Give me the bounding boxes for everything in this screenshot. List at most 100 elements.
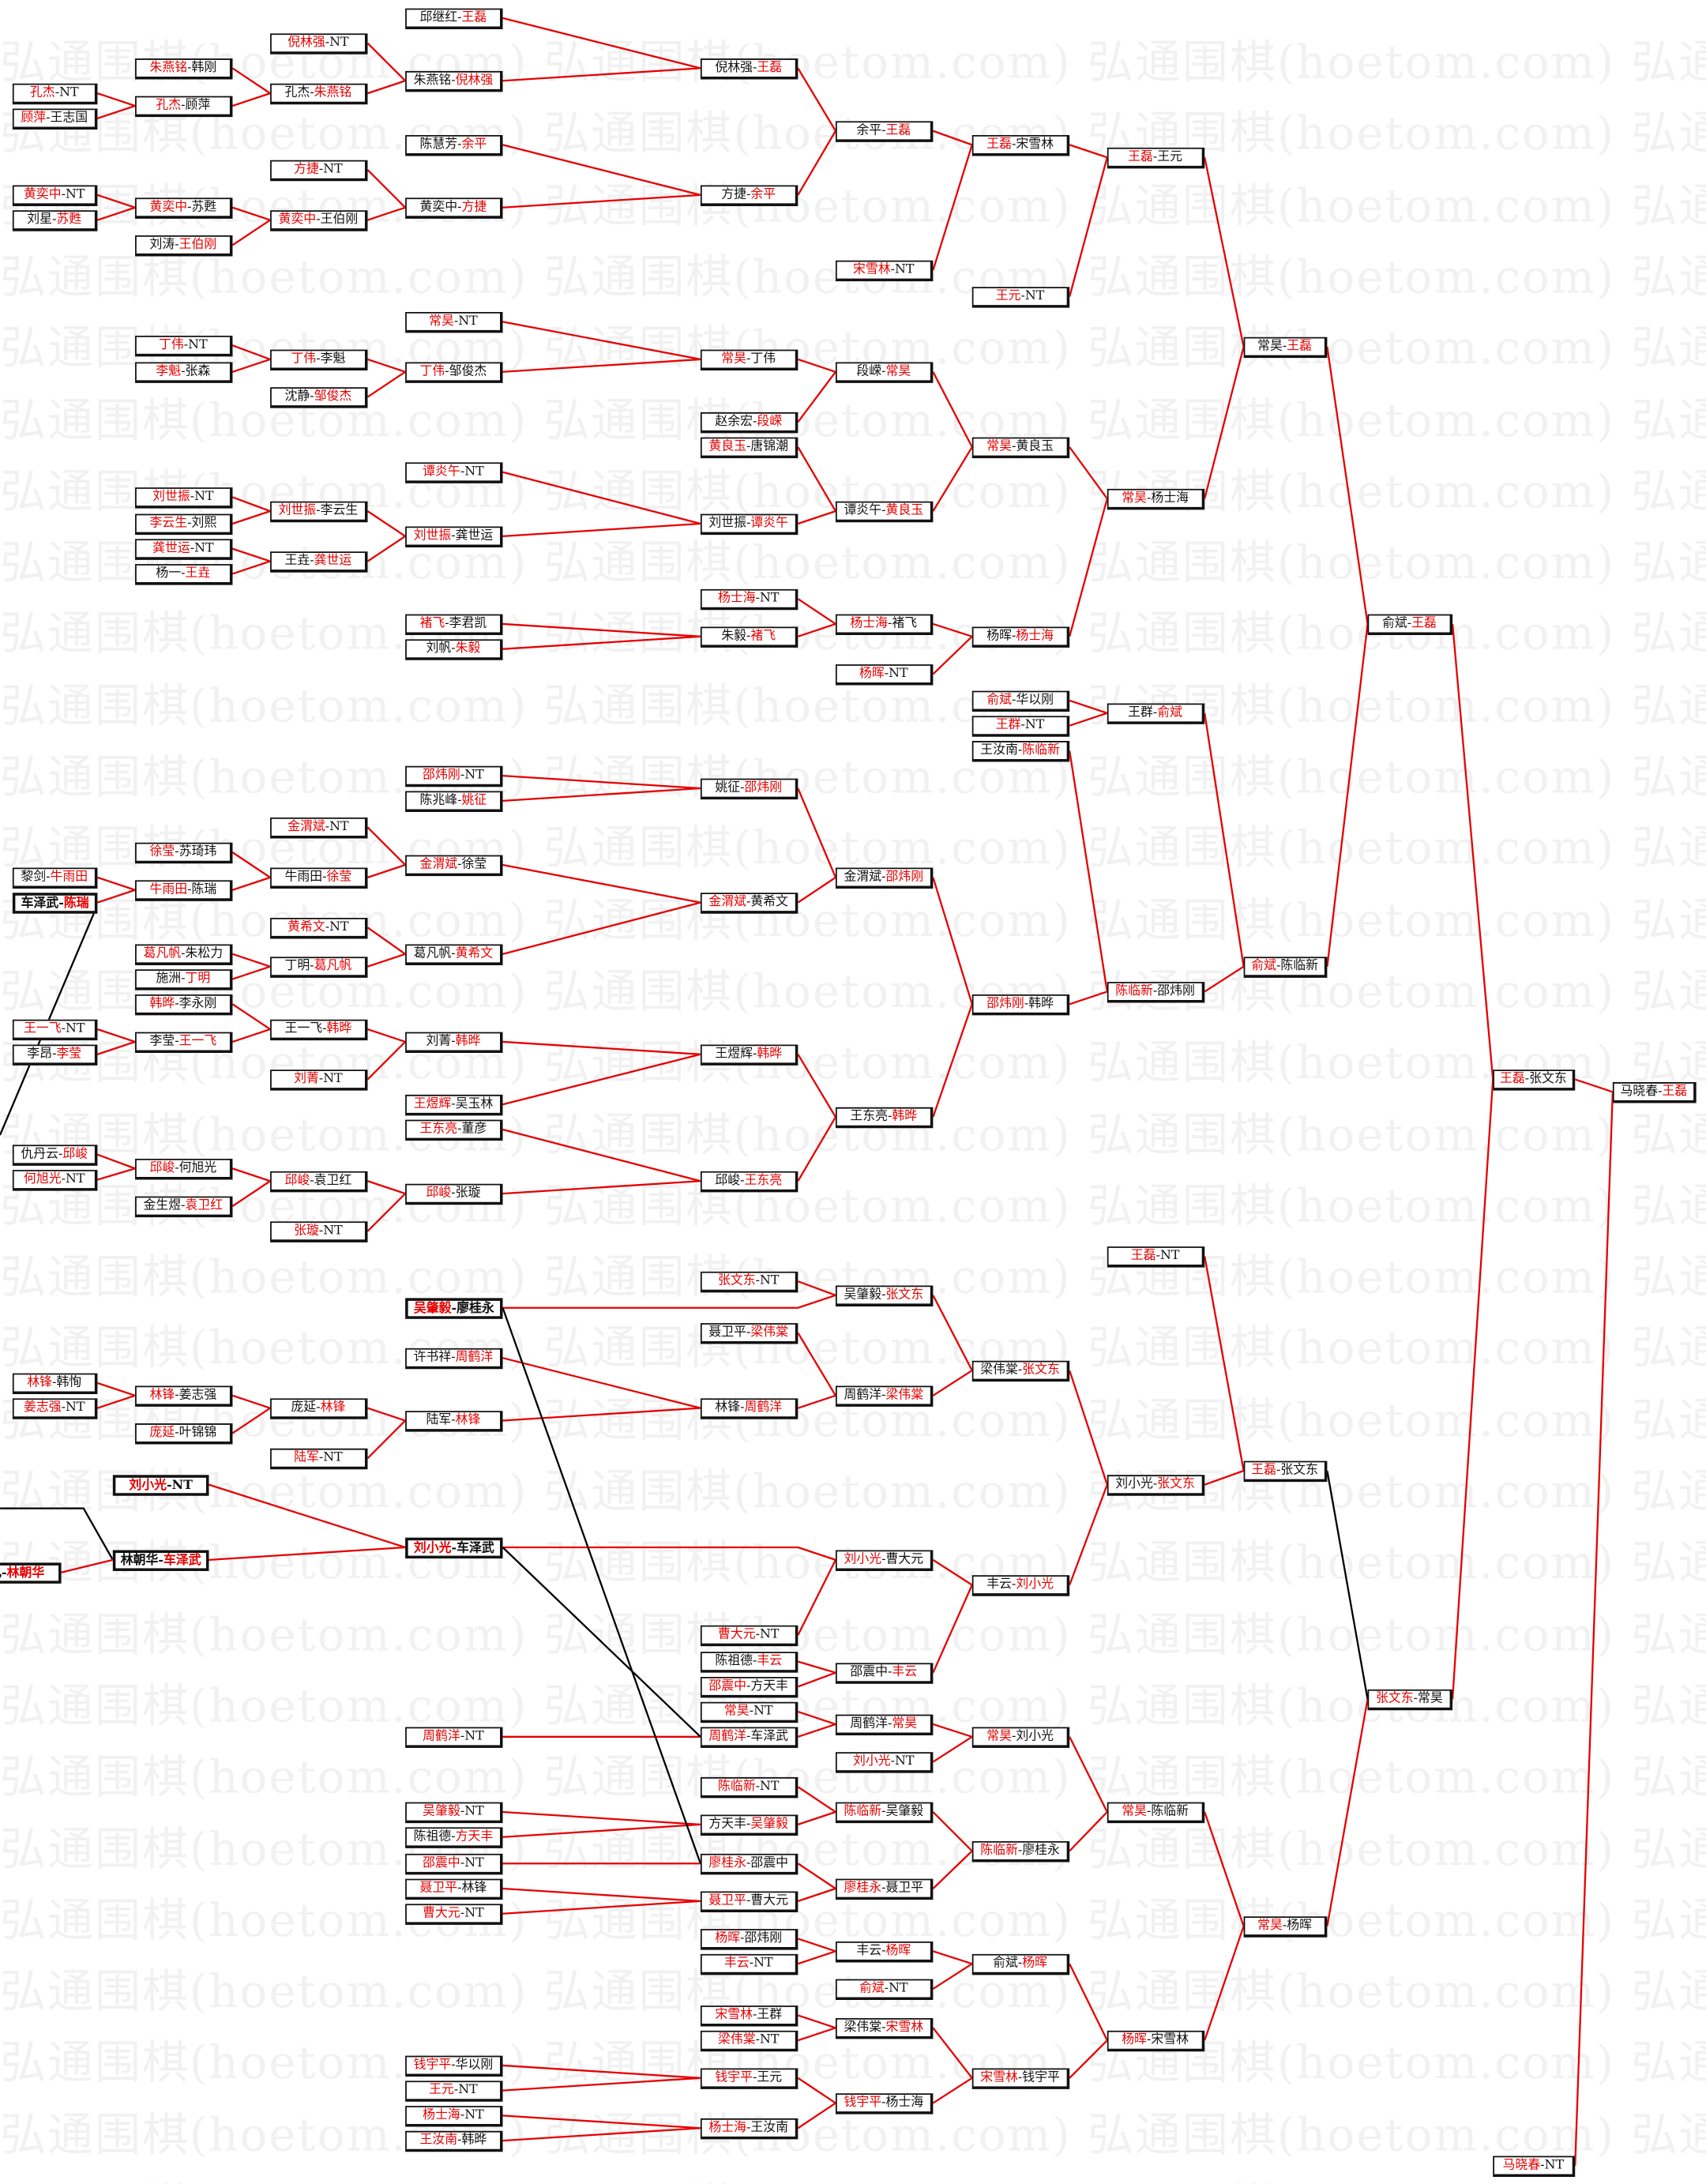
match-box[interactable]: 刘菁-NT (270, 1069, 368, 1090)
match-box[interactable]: 邵炜刚-NT (405, 765, 503, 787)
match-box[interactable]: 邱峻-袁卫红 (270, 1171, 368, 1192)
match-box[interactable]: 邱峻-何旭光 (135, 1158, 233, 1179)
match-box[interactable]: 王群-俞斌 (1107, 702, 1205, 724)
match-box[interactable]: 常昊-陈临新 (1107, 1801, 1205, 1823)
match-box[interactable]: 王一飞-NT (12, 1018, 98, 1040)
match-box[interactable]: 曹大元-NT (405, 1903, 503, 1924)
match-box[interactable]: 黄希文-NT (270, 917, 368, 938)
match-box[interactable]: 王磊-王元 (1107, 147, 1205, 168)
match-box[interactable]: 刘小光-张文东 (1107, 1474, 1205, 1495)
match-box[interactable]: 刘帆-朱毅 (405, 638, 503, 660)
match-box[interactable]: 聂卫平-林锋 (405, 1878, 503, 1900)
match-box[interactable]: 王汝南-韩晔 (405, 2129, 503, 2152)
match-box[interactable]: 赵余宏-段嵘 (700, 412, 799, 433)
match-box[interactable]: 刘小光-曹大元 (835, 1549, 934, 1571)
match-box[interactable]: 刘小光-车泽武 (405, 1536, 503, 1558)
match-box[interactable]: 聂卫平-梁伟棠 (700, 1322, 799, 1344)
match-box[interactable]: 徐莹-苏琦玮 (135, 841, 233, 863)
match-box[interactable]: 邱峻-王东亮 (700, 1171, 799, 1192)
match-box[interactable]: 马晓春-王磊 (1612, 1081, 1697, 1103)
match-box[interactable]: 杨士海-王汝南 (700, 2118, 799, 2139)
match-box[interactable]: 王东亮-董彦 (405, 1118, 503, 1141)
match-box[interactable]: 黄奕中-王伯刚 (270, 209, 368, 231)
match-box[interactable]: 何旭光-NT (12, 1169, 98, 1190)
match-box[interactable]: 金渭斌-NT (270, 817, 368, 838)
match-box[interactable]: 牛雨田-徐莹 (270, 866, 368, 889)
match-box[interactable]: 陆军-林锋 (405, 1410, 503, 1431)
match-box[interactable]: 廖桂永-邵震中 (700, 1853, 799, 1874)
match-box[interactable]: 葛凡帆-朱松力 (135, 943, 233, 965)
match-box[interactable]: 廖桂永-聂卫平 (835, 1878, 934, 1900)
match-box[interactable]: 吴肇毅-NT (405, 1801, 503, 1823)
match-box[interactable]: 朱毅-褚飞 (700, 626, 799, 648)
match-box[interactable]: 常昊-杨士海 (1107, 488, 1205, 509)
match-box[interactable]: 姚征-邵炜刚 (700, 777, 799, 799)
match-box[interactable]: 俞斌-NT (835, 1978, 934, 2000)
match-box[interactable]: 曹大元-NT (700, 1624, 799, 1646)
match-box[interactable]: 陈临新-邵炜刚 (1107, 981, 1205, 1002)
match-box[interactable]: 林朝华-车泽武 (112, 1549, 209, 1571)
match-box[interactable]: 李云生-刘熙 (135, 513, 233, 535)
match-box[interactable]: 方捷-余平 (700, 184, 799, 206)
match-box[interactable]: 褚飞-李君凯 (405, 613, 503, 635)
match-box[interactable]: 梁伟棠-宋雪林 (835, 2017, 934, 2039)
match-box[interactable]: 陈祖德-方天丰 (405, 1826, 503, 1848)
match-box[interactable]: 庞延-林锋 (270, 1397, 368, 1419)
match-box[interactable]: 张文东-NT (700, 1270, 799, 1292)
match-box[interactable]: 倪林强-王磊 (700, 58, 799, 79)
match-box[interactable]: 王汝南-陈临新 (971, 740, 1070, 761)
match-box[interactable]: 梁伟棠-NT (700, 2029, 799, 2051)
match-box[interactable]: 凡-林朝华 (0, 1562, 62, 1583)
match-box[interactable]: 周鹤洋-梁伟棠 (835, 1385, 934, 1407)
match-box[interactable]: 杨晖-宋雪林 (1107, 2029, 1205, 2051)
match-box[interactable]: 丰云-杨晖 (835, 1941, 934, 1962)
match-box[interactable]: 邱继红-王磊 (405, 7, 503, 29)
match-box[interactable]: 沈静-邹俊杰 (270, 386, 368, 408)
match-box[interactable]: 钱宇平-杨士海 (835, 2092, 934, 2114)
match-box[interactable]: 林锋-韩恂 (12, 1372, 98, 1394)
match-box[interactable]: 谭炎午-黄良玉 (835, 500, 934, 522)
match-box[interactable]: 宋雪林-王群 (700, 2005, 799, 2026)
match-box[interactable]: 黄奕中-苏甦 (135, 197, 233, 218)
match-box[interactable]: 金渭斌-徐莹 (405, 854, 503, 876)
match-box[interactable]: 常昊-丁伟 (700, 348, 799, 370)
match-box[interactable]: 庞延-叶锦锦 (135, 1423, 233, 1444)
match-box[interactable]: 孔杰-顾萍 (135, 95, 233, 117)
match-box[interactable]: 邵震中-丰云 (835, 1662, 934, 1683)
match-box[interactable]: 丰云-NT (700, 1953, 799, 1975)
match-box[interactable]: 许书祥-周鹤洋 (405, 1347, 503, 1369)
match-box[interactable]: 余平-王磊 (835, 120, 934, 141)
match-box[interactable]: 金生煜-袁卫红 (135, 1195, 233, 1217)
match-box[interactable]: 方天丰-吴肇毅 (700, 1814, 799, 1836)
match-box[interactable]: 陈兆峰-姚征 (405, 790, 503, 812)
match-box[interactable]: 杨晖-邵炜刚 (700, 1928, 799, 1949)
match-box[interactable]: 王煜辉-吴玉林 (405, 1094, 503, 1115)
match-box[interactable]: 李莹-王一飞 (135, 1031, 233, 1053)
match-box[interactable]: 俞斌-华以刚 (971, 690, 1070, 712)
match-box[interactable]: 金渭斌-邵炜刚 (835, 866, 934, 889)
match-box[interactable]: 邵震中-方天丰 (700, 1676, 799, 1697)
match-box[interactable]: 黄奕中-NT (12, 184, 98, 206)
match-box[interactable]: 张文东-常昊 (1367, 1688, 1453, 1710)
match-box[interactable]: 梁伟棠-张文东 (971, 1359, 1070, 1381)
match-box[interactable]: 杨士海-NT (405, 2105, 503, 2126)
match-box[interactable]: 牛雨田-陈瑞 (135, 879, 233, 900)
match-box[interactable]: 杨士海-褚飞 (835, 613, 934, 635)
match-box[interactable]: 陈祖德-丰云 (700, 1651, 799, 1672)
match-box[interactable]: 陈临新-吴肇毅 (835, 1801, 934, 1823)
match-box[interactable]: 姜志强-NT (12, 1397, 98, 1419)
match-box[interactable]: 杨士海-NT (700, 588, 799, 610)
match-box[interactable]: 邵炜刚-韩晔 (971, 994, 1070, 1015)
match-box[interactable]: 刘世振-龚世运 (405, 525, 503, 547)
match-box[interactable]: 常昊-刘小光 (971, 1726, 1070, 1748)
match-box[interactable]: 杨晖-NT (835, 663, 934, 685)
match-box[interactable]: 金渭斌-黄希文 (700, 892, 799, 913)
match-box[interactable]: 王磊-张文东 (1243, 1460, 1328, 1482)
match-box[interactable]: 施洲-丁明 (135, 968, 233, 990)
match-box[interactable]: 刘菁-韩晔 (405, 1031, 503, 1053)
match-box[interactable]: 段嵘-常昊 (835, 361, 934, 383)
match-box[interactable]: 黄良玉-唐锦潮 (700, 436, 799, 458)
match-box[interactable]: 马晓春-NT (1493, 2155, 1576, 2177)
match-box[interactable]: 吴肇毅-张文东 (835, 1284, 934, 1306)
match-box[interactable]: 陈临新-廖桂永 (971, 1840, 1070, 1862)
